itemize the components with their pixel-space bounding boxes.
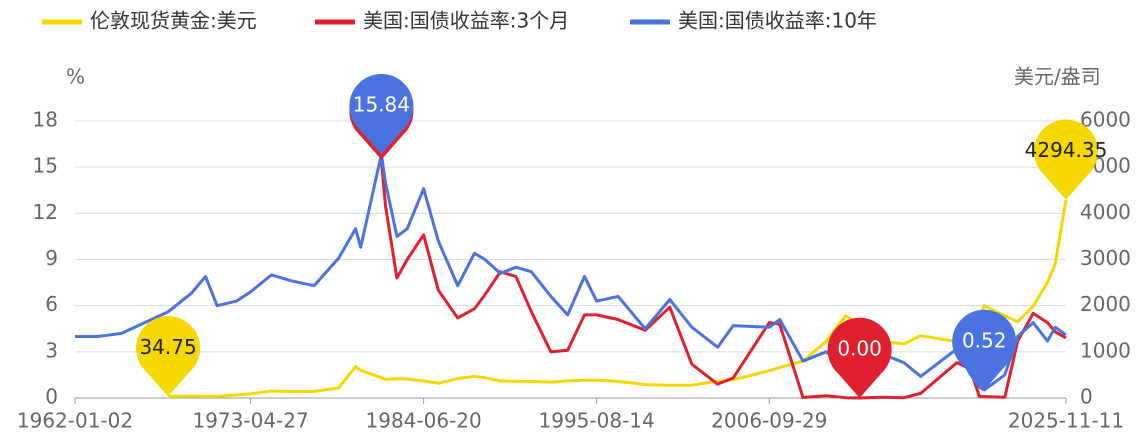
y2-tick-label: 0 xyxy=(1080,385,1093,409)
y-tick-label: 6 xyxy=(45,292,58,316)
pin-marker xyxy=(136,316,201,397)
x-tick-label: 2006-09-29 xyxy=(711,409,827,433)
legend-text: 伦敦现货黄金:美元 xyxy=(90,9,257,33)
x-tick-label: 1995-08-14 xyxy=(539,409,655,433)
pin-marker xyxy=(1034,119,1098,200)
x-tick-label: 2025-11-11 xyxy=(1008,409,1124,433)
x-tick-label: 1962-01-02 xyxy=(17,409,133,433)
pin-marker xyxy=(827,317,892,398)
y-tick-label: 18 xyxy=(33,108,58,132)
legend-text: 美国:国债收益率:3个月 xyxy=(363,9,569,33)
y-tick-label: 15 xyxy=(33,154,58,178)
pin-label: 0.00 xyxy=(837,337,882,361)
series-line xyxy=(75,152,1067,392)
series-line xyxy=(379,159,1067,400)
y-axis-unit: % xyxy=(66,65,85,89)
pin-label: 0.52 xyxy=(962,328,1007,352)
y-tick-label: 3 xyxy=(45,338,58,362)
y2-axis-unit: 美元/盎司 xyxy=(1014,65,1101,89)
y-tick-label: 12 xyxy=(33,200,58,224)
x-tick-label: 1984-06-20 xyxy=(366,409,482,433)
y2-tick-label: 1000 xyxy=(1080,338,1131,362)
y2-tick-label: 4000 xyxy=(1080,200,1131,224)
pin-label: 15.84 xyxy=(353,93,410,117)
y2-tick-label: 6000 xyxy=(1080,108,1131,132)
pin-marker xyxy=(952,309,1017,390)
legend-text: 美国:国债收益率:10年 xyxy=(678,9,877,33)
x-tick-label: 1973-04-27 xyxy=(192,409,308,433)
pin-marker xyxy=(349,74,414,155)
y2-tick-label: 2000 xyxy=(1080,292,1131,316)
pin-label: 4294.35 xyxy=(1025,138,1108,162)
y-tick-label: 9 xyxy=(45,246,58,270)
y-tick-label: 0 xyxy=(45,385,58,409)
y2-tick-label: 3000 xyxy=(1080,246,1131,270)
pin-label: 34.75 xyxy=(139,335,196,359)
